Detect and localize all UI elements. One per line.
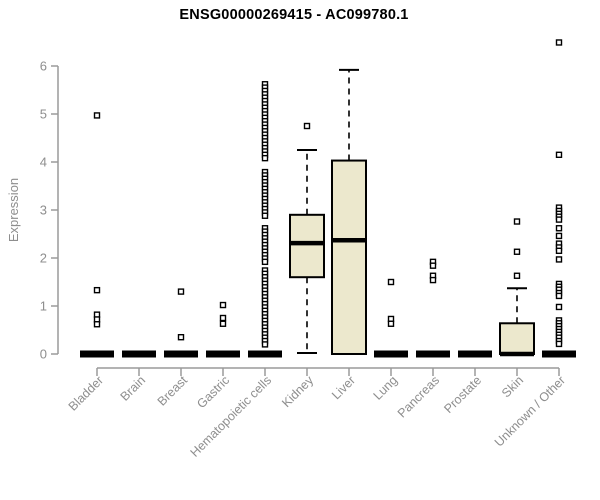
x-axis-tick-label: Lung: [371, 373, 401, 403]
collapsed-box-9: [458, 350, 492, 358]
x-axis-tick-label: Hematopoietic cells: [188, 373, 275, 460]
x-axis-tick-label: Bladder: [66, 373, 106, 413]
outlier-point: [555, 232, 563, 240]
outlier-point: [177, 288, 185, 295]
outlier-point: [513, 218, 521, 225]
outlier-point: [387, 320, 395, 327]
x-axis-tick-label: Liver: [329, 373, 358, 402]
collapsed-box-7: [374, 350, 408, 358]
outlier-point: [555, 247, 563, 255]
y-axis-tick-label: 1: [40, 299, 47, 314]
outlier-point: [555, 39, 563, 46]
collapsed-box-4: [248, 350, 282, 358]
outlier-point: [219, 320, 227, 327]
outlier-point: [513, 272, 521, 279]
outlier-point: [555, 216, 563, 223]
outlier-point: [303, 122, 311, 130]
collapsed-box-0: [80, 350, 114, 358]
outlier-point: [429, 276, 437, 284]
x-axis-tick-label: Kidney: [279, 373, 316, 410]
x-axis-tick-label: Breast: [155, 373, 191, 409]
outlier-point: [429, 262, 437, 269]
chart-title: ENSG00000269415 - AC099780.1: [179, 7, 409, 23]
outlier-point: [93, 321, 101, 328]
y-axis-tick-label: 3: [40, 203, 47, 218]
outlier-point: [555, 292, 563, 300]
collapsed-box-2: [164, 350, 198, 358]
collapsed-box-1: [122, 350, 156, 358]
outlier-point: [93, 112, 101, 119]
outlier-point: [555, 225, 563, 232]
y-axis-tick-label: 0: [40, 347, 47, 362]
y-axis-tick-label: 5: [40, 107, 47, 122]
outlier-point: [261, 258, 269, 266]
outlier-point: [555, 303, 563, 311]
collapsed-box-3: [206, 350, 240, 358]
x-axis-tick-label: Pancreas: [395, 373, 442, 420]
box-6: [331, 159, 367, 355]
outlier-point: [261, 341, 269, 348]
outlier-point: [513, 248, 521, 255]
y-axis-tick-label: 4: [40, 155, 47, 170]
collapsed-box-8: [416, 350, 450, 358]
outlier-point: [93, 286, 101, 294]
outlier-point: [555, 151, 563, 159]
x-axis-tick-label: Gastric: [194, 373, 232, 411]
outlier-point: [219, 314, 227, 322]
x-axis-tick-label: Unknown / Other: [492, 373, 568, 449]
box-10: [499, 322, 535, 355]
x-axis-tick-label: Skin: [499, 373, 526, 400]
y-axis-tick-label: 2: [40, 251, 47, 266]
y-axis-tick-label: 6: [40, 59, 47, 74]
outlier-point: [555, 340, 563, 348]
outlier-point: [219, 301, 227, 309]
outlier-point: [387, 278, 395, 286]
outlier-point: [555, 256, 563, 263]
collapsed-box-11: [542, 350, 576, 358]
x-axis-tick-label: Brain: [118, 373, 149, 404]
outlier-point: [177, 334, 185, 341]
box-5: [289, 213, 325, 279]
x-axis-tick-label: Prostate: [441, 373, 484, 416]
outlier-point: [261, 212, 269, 219]
outlier-point: [261, 154, 269, 162]
